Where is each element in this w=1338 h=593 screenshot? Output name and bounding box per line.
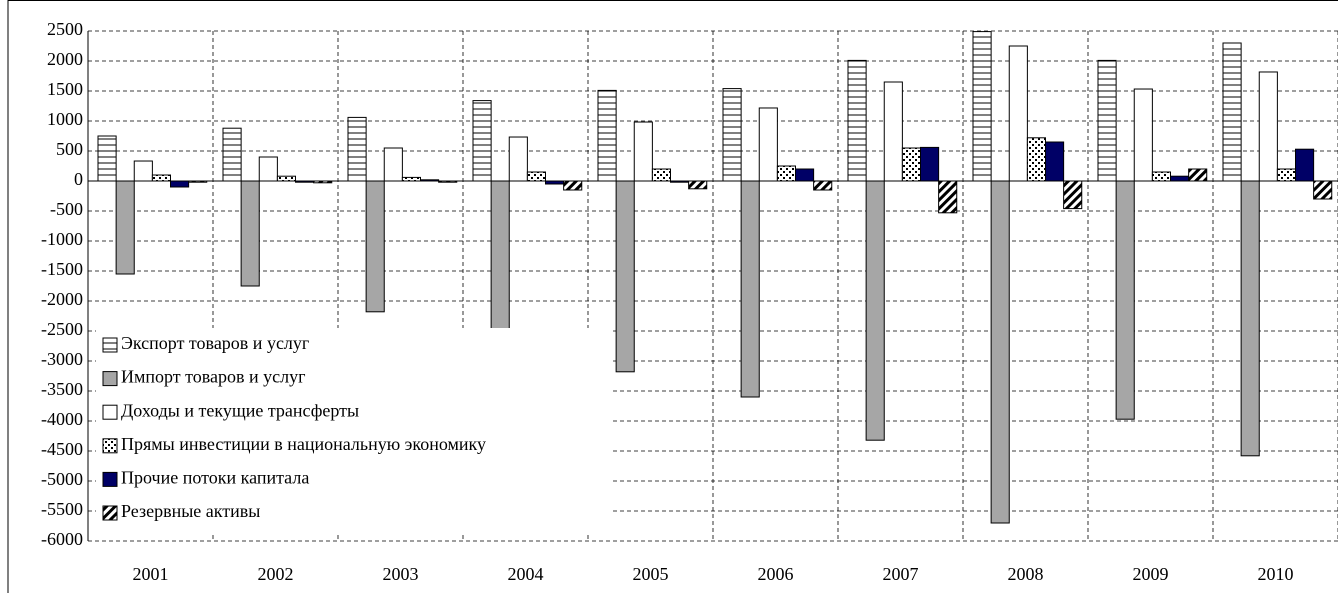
legend-label: Импорт товаров и услуг bbox=[121, 367, 306, 387]
y-tick-label: -4500 bbox=[41, 439, 83, 459]
bar bbox=[526, 171, 546, 182]
bar bbox=[1240, 180, 1260, 457]
y-tick-label: 0 bbox=[74, 169, 83, 189]
bar bbox=[972, 31, 992, 182]
x-tick-label: 2005 bbox=[633, 564, 669, 584]
bar bbox=[133, 160, 153, 182]
x-tick-label: 2001 bbox=[133, 564, 169, 584]
bar bbox=[1045, 141, 1065, 182]
bar bbox=[472, 100, 492, 182]
bar bbox=[597, 89, 617, 182]
bar bbox=[651, 168, 671, 182]
bar bbox=[1313, 180, 1333, 200]
legend-label: Прочие потоки капитала bbox=[121, 468, 309, 488]
x-tick-label: 2006 bbox=[758, 564, 794, 584]
legend-label: Доходы и текущие трансферты bbox=[121, 400, 359, 420]
y-tick-label: 2000 bbox=[47, 49, 83, 69]
bar bbox=[865, 180, 885, 441]
bar bbox=[901, 147, 921, 182]
bar bbox=[1188, 168, 1208, 182]
legend-swatch bbox=[102, 471, 118, 487]
bar bbox=[633, 121, 653, 182]
bar bbox=[883, 81, 903, 182]
bar bbox=[115, 180, 135, 275]
x-tick-label: 2010 bbox=[1258, 564, 1294, 584]
bar bbox=[776, 165, 796, 182]
legend-swatch bbox=[102, 438, 118, 454]
bar bbox=[490, 180, 510, 336]
y-tick-label: -3500 bbox=[41, 379, 83, 399]
legend-box bbox=[96, 328, 612, 532]
bar bbox=[1115, 180, 1135, 420]
legend-swatch bbox=[102, 371, 118, 387]
y-tick-label: -2000 bbox=[41, 289, 83, 309]
bar bbox=[508, 136, 528, 182]
y-tick-label: 500 bbox=[56, 139, 83, 159]
bar bbox=[938, 180, 958, 214]
bar bbox=[920, 146, 940, 182]
bar bbox=[688, 180, 708, 190]
bar bbox=[1063, 180, 1083, 210]
bar bbox=[1151, 171, 1171, 182]
bar bbox=[1170, 175, 1190, 182]
bar bbox=[1276, 168, 1296, 182]
y-tick-label: -5000 bbox=[41, 469, 83, 489]
y-tick-label: 1500 bbox=[47, 79, 83, 99]
y-tick-label: -6000 bbox=[41, 529, 83, 549]
bar bbox=[1133, 88, 1153, 182]
y-tick-label: -2500 bbox=[41, 319, 83, 339]
bar bbox=[365, 180, 385, 313]
y-tick-label: -4000 bbox=[41, 409, 83, 429]
bar bbox=[722, 88, 742, 182]
legend-swatch bbox=[102, 404, 118, 420]
bar bbox=[151, 174, 171, 182]
x-tick-label: 2004 bbox=[508, 564, 544, 584]
bar bbox=[615, 180, 635, 373]
x-tick-label: 2008 bbox=[1008, 564, 1044, 584]
legend-label: Экспорт товаров и услуг bbox=[121, 333, 309, 353]
bar bbox=[1026, 137, 1046, 182]
bar bbox=[1008, 45, 1028, 182]
legend-swatch bbox=[102, 505, 118, 521]
x-tick-label: 2007 bbox=[883, 564, 919, 584]
bar bbox=[97, 135, 117, 182]
y-tick-label: -5500 bbox=[41, 499, 83, 519]
bar bbox=[240, 180, 260, 287]
bar bbox=[847, 59, 867, 182]
bar bbox=[401, 176, 421, 182]
y-tick-label: -1500 bbox=[41, 259, 83, 279]
x-tick-label: 2009 bbox=[1133, 564, 1169, 584]
y-tick-label: -500 bbox=[50, 199, 83, 219]
x-tick-label: 2002 bbox=[258, 564, 294, 584]
y-tick-label: 2500 bbox=[47, 19, 83, 39]
bar bbox=[1097, 59, 1117, 182]
bar bbox=[1222, 42, 1242, 182]
bar bbox=[347, 116, 367, 182]
legend-label: Резервные активы bbox=[121, 501, 260, 521]
bar bbox=[222, 127, 242, 182]
bar bbox=[383, 147, 403, 182]
bar bbox=[563, 180, 583, 191]
bar bbox=[758, 107, 778, 182]
x-tick-label: 2003 bbox=[383, 564, 419, 584]
bar bbox=[813, 180, 833, 191]
bar bbox=[1295, 148, 1315, 182]
y-tick-label: -1000 bbox=[41, 229, 83, 249]
y-tick-label: -3000 bbox=[41, 349, 83, 369]
bar bbox=[990, 180, 1010, 524]
bar bbox=[276, 175, 296, 182]
bar bbox=[258, 156, 278, 182]
bar bbox=[170, 180, 190, 188]
bar bbox=[1258, 71, 1278, 182]
legend-swatch bbox=[102, 337, 118, 353]
bar bbox=[795, 168, 815, 182]
bar bbox=[740, 180, 760, 398]
legend-label: Прямы инвестиции в национальную экономик… bbox=[121, 434, 486, 454]
y-tick-label: 1000 bbox=[47, 109, 83, 129]
